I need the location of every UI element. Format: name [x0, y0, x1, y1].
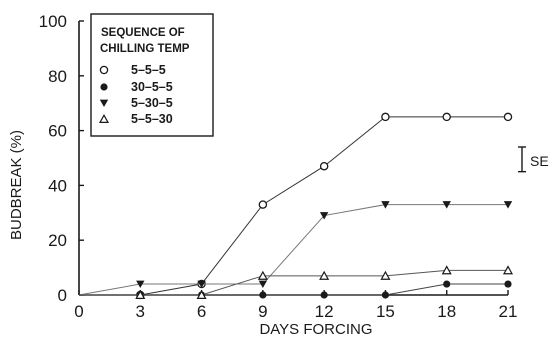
legend-label: 5–30–5	[131, 96, 173, 110]
data-point	[196, 289, 207, 299]
data-point	[319, 270, 330, 280]
data-point	[135, 289, 146, 299]
y-tick-label: 40	[48, 176, 67, 195]
x-ticks: 0 3 6 9 12 15 18 21	[74, 290, 517, 321]
x-tick-label: 3	[136, 302, 145, 321]
data-point	[319, 212, 329, 220]
data-point	[319, 161, 329, 171]
data-point	[136, 280, 145, 289]
data-point	[258, 200, 268, 209]
y-tick-label: 20	[48, 231, 67, 250]
x-tick-label: 9	[258, 302, 267, 321]
x-tick-label: 21	[499, 302, 518, 321]
y-ticks: 0 20 40 60 80 100	[39, 12, 84, 305]
error-bar-indicator: SE	[518, 146, 549, 173]
y-tick-label: 80	[48, 67, 67, 86]
data-point	[441, 265, 452, 275]
legend-marker	[98, 113, 110, 124]
data-point	[442, 201, 451, 209]
legend-title-line2: CHILLING TEMP	[100, 43, 190, 55]
error-bar-label: SE	[530, 153, 549, 169]
data-point	[504, 280, 512, 288]
series-line	[79, 269, 508, 296]
data-point	[442, 112, 451, 122]
data-point	[258, 280, 268, 289]
data-point	[257, 270, 268, 280]
data-point	[502, 265, 514, 275]
legend-marker	[99, 65, 109, 75]
y-tick-label: 100	[39, 12, 67, 31]
x-tick-label: 6	[197, 302, 206, 321]
series-5-30-5	[78, 201, 513, 296]
legend-label: 5–5–30	[131, 112, 173, 126]
x-tick-label: 18	[437, 302, 456, 321]
data-point	[381, 291, 390, 299]
y-tick-label: 0	[58, 286, 67, 305]
legend-marker	[100, 83, 108, 91]
data-point	[380, 270, 391, 280]
series-line	[78, 204, 508, 296]
legend-box	[90, 13, 214, 137]
x-axis-title: DAYS FORCING	[259, 321, 372, 338]
x-tick-label: 15	[376, 302, 395, 321]
data-point	[443, 280, 451, 288]
x-tick-label: 12	[315, 302, 334, 321]
series-line	[79, 116, 508, 296]
data-point	[381, 201, 390, 209]
legend-marker	[99, 99, 109, 107]
legend-entries: 5–5–5 30–5–5 5–30–5 5–5–30	[98, 63, 173, 126]
legend: SEQUENCE OF CHILLING TEMP 5–5–5 30–5–5 5–3…	[90, 13, 214, 137]
legend-label: 30–5–5	[131, 80, 173, 94]
data-point	[197, 280, 206, 289]
y-tick-label: 60	[48, 122, 67, 141]
series-5-5-30	[79, 265, 514, 299]
y-axis-title: BUDBREAK (%)	[8, 130, 25, 240]
data-point	[503, 112, 513, 122]
data-point	[381, 112, 390, 122]
data-point	[320, 291, 328, 299]
series-layer	[78, 112, 514, 300]
x-tick-label: 0	[74, 302, 83, 321]
data-point	[259, 291, 267, 299]
legend-title-line1: SEQUENCE OF	[101, 27, 185, 39]
legend-label: 5–5–5	[131, 63, 166, 77]
data-point	[503, 201, 513, 209]
